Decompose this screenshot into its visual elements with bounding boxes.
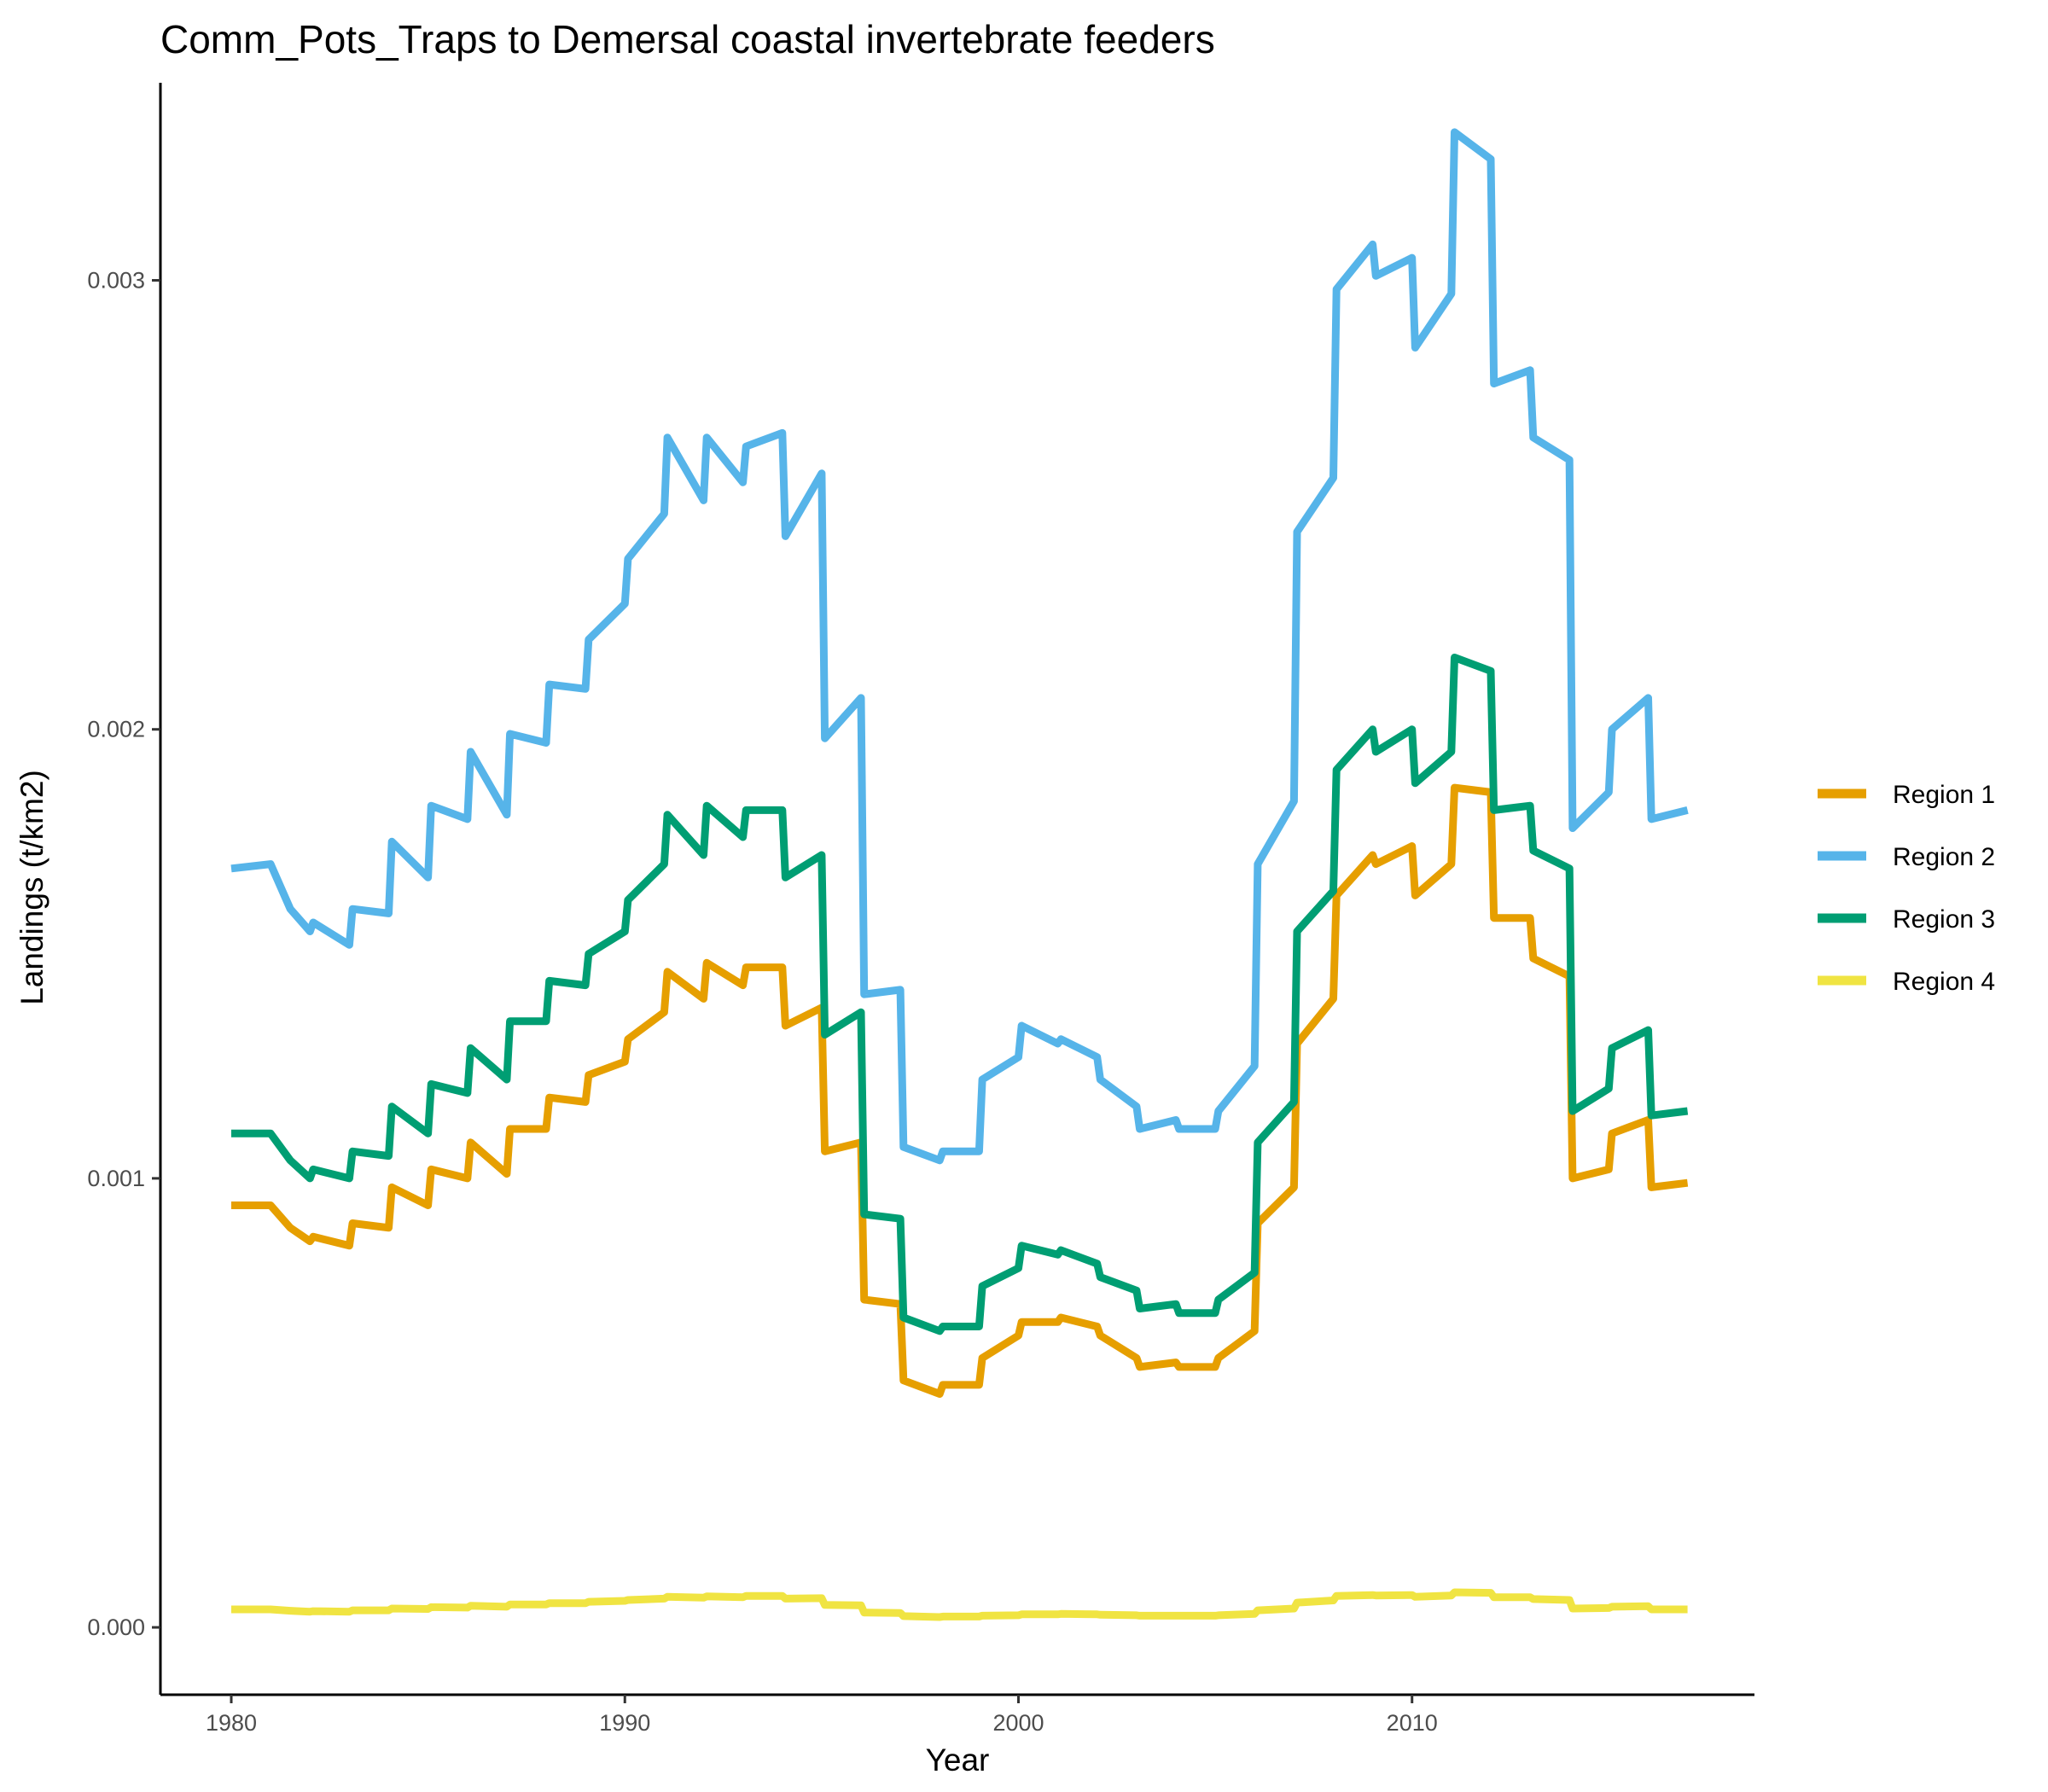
- y-tick-label: 0.000: [87, 1615, 145, 1640]
- series-line-region-1: [231, 783, 1689, 1398]
- series-lines: [230, 128, 1689, 1621]
- y-tick-label: 0.003: [87, 268, 145, 294]
- x-tick-label: 1990: [599, 1710, 650, 1736]
- legend-item-region-3: Region 3: [1818, 905, 1995, 934]
- legend-label: Region 3: [1893, 905, 1995, 934]
- legend: Region 1 Region 2 Region 3 Region 4: [1818, 781, 1995, 996]
- legend-label: Region 1: [1893, 781, 1995, 809]
- x-tick-label: 1980: [206, 1710, 257, 1736]
- legend-item-region-2: Region 2: [1818, 843, 1995, 871]
- legend-label: Region 4: [1893, 968, 1995, 996]
- x-axis-ticks: 1980 1990 2000 2010: [206, 1695, 1438, 1736]
- legend-item-region-1: Region 1: [1818, 781, 1995, 809]
- legend-label: Region 2: [1893, 843, 1995, 871]
- series-line-region-4: [231, 1588, 1688, 1621]
- y-tick-label: 0.001: [87, 1166, 145, 1191]
- legend-item-region-4: Region 4: [1818, 968, 1995, 996]
- y-axis-title: Landings (t/km2): [15, 770, 49, 1005]
- x-axis-title: Year: [926, 1743, 990, 1777]
- x-tick-label: 2000: [992, 1710, 1044, 1736]
- series-line-region-2: [230, 128, 1689, 1165]
- x-tick-label: 2010: [1387, 1710, 1438, 1736]
- chart-title: Comm_Pots_Traps to Demersal coastal inve…: [160, 17, 1215, 61]
- y-axis-ticks: 0.000 0.001 0.002 0.003: [87, 268, 160, 1640]
- series-line-region-3: [231, 654, 1689, 1335]
- y-tick-label: 0.002: [87, 717, 145, 742]
